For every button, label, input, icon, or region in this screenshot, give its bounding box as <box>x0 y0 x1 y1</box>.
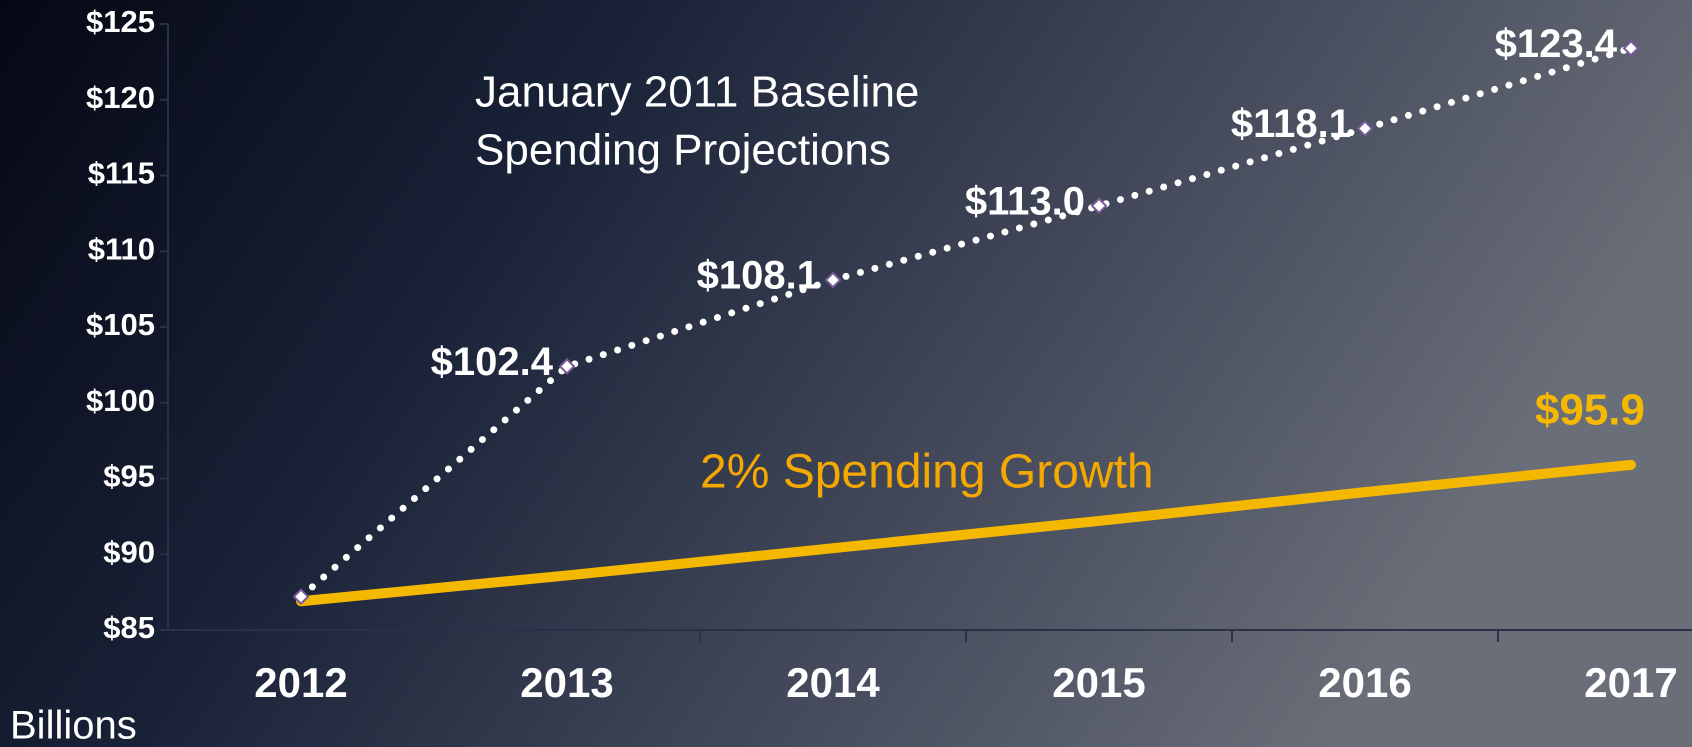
annotation: 2% Spending Growth <box>700 446 1154 499</box>
y-tick-label: $120 <box>86 80 155 115</box>
point-marker <box>824 271 842 289</box>
point-marker <box>292 588 310 606</box>
point-marker <box>1622 39 1640 57</box>
series-line <box>296 459 1636 607</box>
y-tick-label: $100 <box>86 383 155 418</box>
data-label: $95.9 <box>1535 385 1645 434</box>
point-marker <box>1090 197 1108 215</box>
point-marker <box>558 357 576 375</box>
y-tick-label: $95 <box>103 459 155 494</box>
x-tick-label: 2017 <box>1584 659 1677 706</box>
x-tick-label: 2015 <box>1052 659 1145 706</box>
annotation: January 2011 Baseline <box>475 68 919 117</box>
data-label: $113.0 <box>965 179 1085 223</box>
x-tick-label: 2016 <box>1318 659 1411 706</box>
annotation: Spending Projections <box>475 126 891 175</box>
x-tick-label: 2013 <box>520 659 613 706</box>
series-line <box>297 44 1635 601</box>
data-label: $108.1 <box>697 254 819 298</box>
y-unit: Billions <box>10 704 137 747</box>
y-tick-label: $90 <box>103 534 155 569</box>
x-tick-label: 2012 <box>254 659 347 706</box>
y-tick-label: $105 <box>86 307 155 342</box>
y-tick-label: $125 <box>86 4 155 39</box>
y-tick-label: $115 <box>88 156 155 191</box>
y-tick-label: $110 <box>88 231 155 266</box>
y-tick-label: $85 <box>103 610 155 645</box>
data-label: $102.4 <box>431 340 554 384</box>
data-label: $123.4 <box>1495 22 1618 66</box>
x-tick-label: 2014 <box>786 659 880 706</box>
data-label: $118.1 <box>1231 102 1351 146</box>
point-marker <box>1356 120 1374 137</box>
